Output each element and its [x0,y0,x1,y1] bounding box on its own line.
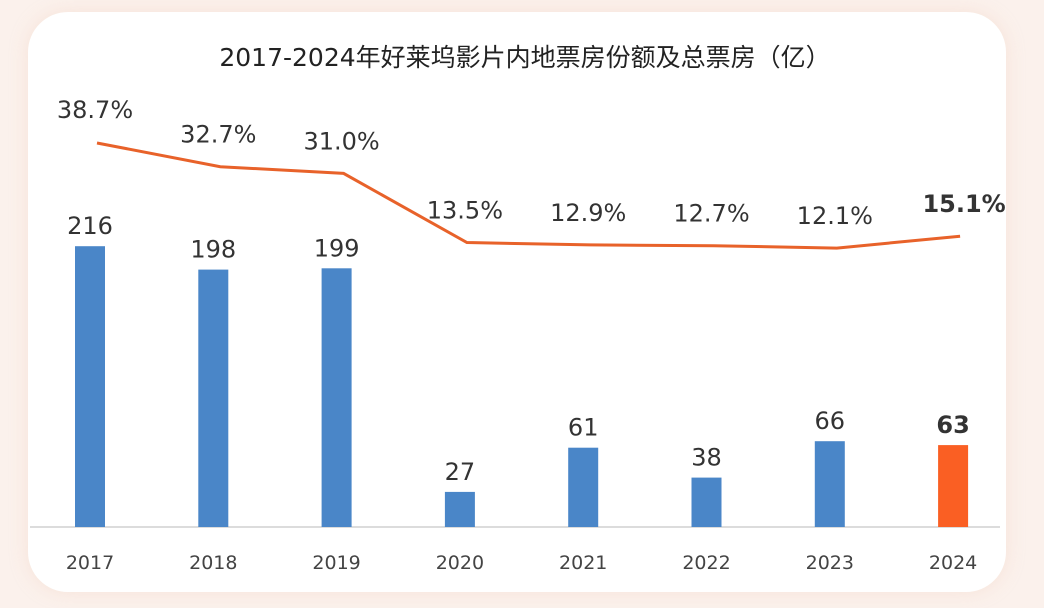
bar-label-2023: 66 [815,407,846,435]
line-label-2020: 13.5% [427,197,503,225]
bar-label-2024: 63 [936,411,969,439]
bar-2017 [75,246,105,527]
line-label-2024: 15.1% [922,190,1005,218]
share-line [96,141,961,250]
bar-2020 [444,491,475,527]
line-label-2019: 31.0% [303,127,379,155]
bar-label-2022: 38 [691,444,722,472]
line-label-2018: 32.7% [180,121,256,149]
bar-2018 [198,269,229,527]
x-tick-2017: 2017 [66,552,114,574]
line-label-2021: 12.9% [550,199,626,227]
bar-label-2017: 216 [67,212,113,240]
line-label-2022: 12.7% [673,200,749,228]
x-tick-2022: 2022 [682,552,730,574]
x-tick-2018: 2018 [189,552,237,574]
bar-label-2018: 198 [190,236,236,264]
line-label-2023: 12.1% [797,202,873,230]
x-tick-2024: 2024 [929,552,977,574]
bar-label-2019: 199 [314,234,360,262]
x-tick-2019: 2019 [312,552,360,574]
bar-label-2020: 27 [445,458,476,486]
bar-label-2021: 61 [568,414,599,442]
bar-2024 [938,445,969,527]
x-tick-2021: 2021 [559,552,607,574]
bar-2021 [568,447,599,527]
line-label-2017: 38.7% [57,96,133,124]
chart-title: 2017-2024年好莱坞影片内地票房份额及总票房（亿） [219,43,830,72]
bar-2019 [321,268,352,527]
x-tick-2020: 2020 [436,552,484,574]
bar-2022 [691,477,722,527]
x-tick-2023: 2023 [806,552,854,574]
bar-2023 [814,441,845,527]
